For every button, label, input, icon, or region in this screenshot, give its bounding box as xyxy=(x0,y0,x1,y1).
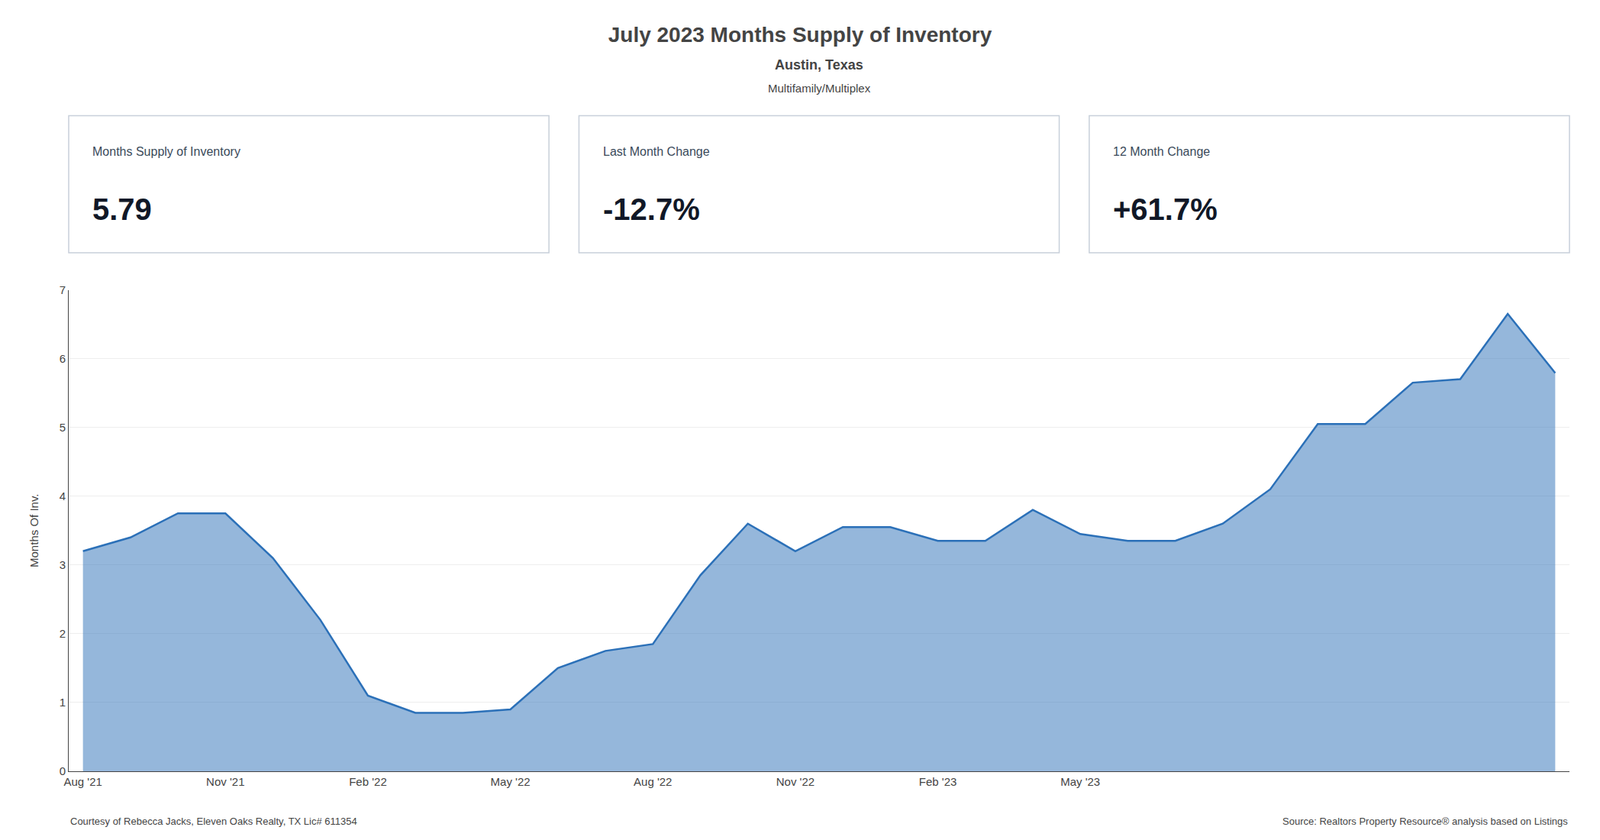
svg-text:May '23: May '23 xyxy=(1060,774,1100,788)
svg-text:Source: Realtors Property Reso: Source: Realtors Property Resource® anal… xyxy=(1282,815,1568,827)
svg-text:5: 5 xyxy=(59,420,66,434)
svg-text:May '22: May '22 xyxy=(490,774,531,788)
svg-text:6: 6 xyxy=(59,351,66,365)
svg-text:Aug '21: Aug '21 xyxy=(63,774,102,788)
svg-text:4: 4 xyxy=(59,489,66,503)
svg-text:Aug '22: Aug '22 xyxy=(633,774,672,788)
svg-text:12 Month Change: 12 Month Change xyxy=(1112,145,1210,159)
svg-text:Nov '21: Nov '21 xyxy=(206,774,245,788)
svg-text:Last Month Change: Last Month Change xyxy=(603,145,710,159)
svg-text:Multifamily/Multiplex: Multifamily/Multiplex xyxy=(767,81,871,95)
svg-text:Months Supply of Inventory: Months Supply of Inventory xyxy=(92,145,241,159)
svg-text:+61.7%: +61.7% xyxy=(1112,192,1218,226)
svg-text:July 2023 Months Supply of Inv: July 2023 Months Supply of Inventory xyxy=(608,22,993,47)
svg-text:Months Of Inv.: Months Of Inv. xyxy=(27,493,41,568)
svg-text:0: 0 xyxy=(59,764,66,778)
svg-text:Courtesy of Rebecca Jacks, Ele: Courtesy of Rebecca Jacks, Eleven Oaks R… xyxy=(70,815,358,827)
svg-text:Feb '22: Feb '22 xyxy=(348,774,388,788)
svg-text:Nov '22: Nov '22 xyxy=(776,774,815,788)
svg-text:5.79: 5.79 xyxy=(92,192,152,226)
svg-text:2: 2 xyxy=(59,626,66,640)
svg-text:1: 1 xyxy=(59,695,66,709)
svg-text:Austin, Texas: Austin, Texas xyxy=(774,57,864,73)
svg-text:Feb '23: Feb '23 xyxy=(919,774,958,788)
svg-text:7: 7 xyxy=(59,283,66,297)
svg-text:3: 3 xyxy=(59,558,66,571)
svg-text:-12.7%: -12.7% xyxy=(603,192,700,226)
